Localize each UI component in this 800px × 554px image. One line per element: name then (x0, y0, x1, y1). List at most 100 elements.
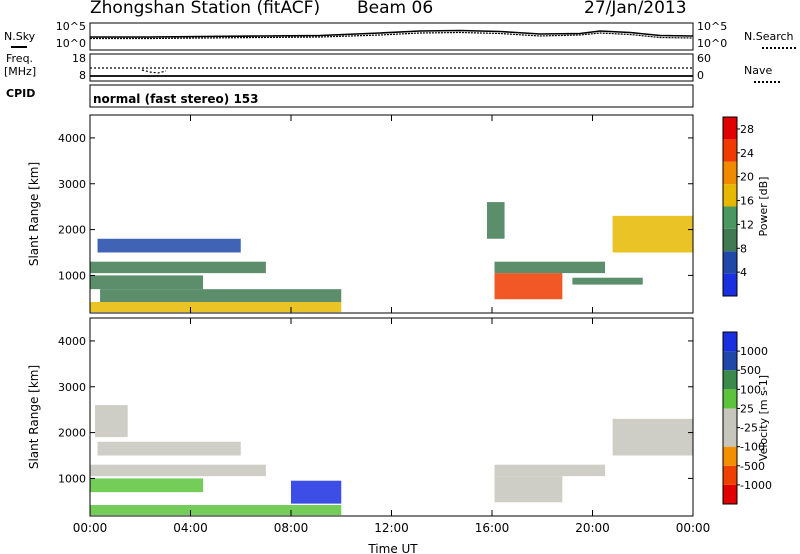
velocity-colorbar-label: -25 (740, 422, 758, 435)
velocity-panel: 1000 2000 3000 4000 Slant Range [km] 00:00 04:… (27, 317, 772, 535)
nave-legend-line (754, 81, 780, 83)
power-colorbar-title: Power [dB] (757, 177, 770, 237)
power-ytick-label: 1000 (58, 269, 86, 282)
power-echo-region (90, 302, 342, 313)
velocity-colorbar-label: -1000 (740, 479, 772, 492)
velocity-echo-region (90, 478, 204, 493)
power-panel: 1000 2000 3000 4000 Slant Range [km] 4 8 12 16 20… (27, 114, 770, 314)
nsky-legend-line (11, 46, 27, 48)
cpid-text: normal (fast stereo) 153 (93, 92, 259, 106)
velocity-echo-region (90, 505, 342, 516)
nave-dip (141, 69, 167, 74)
velocity-echo-region (90, 464, 266, 477)
velocity-colorbar-segment (723, 351, 737, 371)
noise-left-tick: 10^0 (56, 37, 86, 50)
velocity-ytick-label: 2000 (58, 427, 86, 440)
velocity-ytick-label: 1000 (58, 472, 86, 485)
nave-right-tick: 60 (697, 52, 711, 65)
nave-right-tick: 0 (697, 69, 704, 82)
beam-label: Beam 06 (357, 0, 434, 18)
velocity-ytick-label: 3000 (58, 381, 86, 394)
power-colorbar-segment (723, 117, 737, 140)
power-colorbar-label: 12 (740, 218, 754, 231)
power-colorbar-label: 28 (740, 123, 754, 136)
power-ylabel: Slant Range [km] (27, 162, 41, 266)
freq-panel: 18 8 60 0 (72, 52, 711, 82)
power-colorbar-segment (723, 273, 737, 296)
power-ytick-label: 2000 (58, 224, 86, 237)
freq-label: Freq. (6, 52, 34, 65)
velocity-colorbar-segment (723, 484, 737, 504)
power-echo-region (572, 277, 643, 285)
freq-unit-label: [MHz] (4, 65, 37, 78)
power-colorbar-segment (723, 251, 737, 274)
power-echo-region (494, 261, 606, 274)
noise-right-tick: 10^5 (697, 20, 727, 33)
station-title: Zhongshan Station (fitACF) (90, 0, 321, 18)
power-echo-region (494, 273, 563, 300)
date-label: 27/Jan/2013 (584, 0, 687, 18)
power-ytick-label: 4000 (58, 132, 86, 145)
velocity-colorbar-label: -100 (740, 441, 765, 454)
power-echo-region (90, 275, 204, 290)
velocity-colorbar-label: 100 (740, 383, 761, 396)
nave-label: Nave (744, 64, 773, 77)
freq-left-tick: 18 (72, 52, 86, 65)
freq-left-tick: 8 (79, 69, 86, 82)
velocity-colorbar-segment (723, 332, 737, 352)
x-axis-title: Time UT (367, 542, 418, 554)
velocity-colorbar-frame (722, 331, 738, 505)
power-colorbar-segment (723, 139, 737, 162)
velocity-colorbar-segment (723, 446, 737, 466)
nsky-series-line (90, 29, 694, 38)
nsearch-label: N.Search (744, 30, 794, 43)
velocity-xtick-label: 00:00 (73, 521, 108, 535)
noise-panel: 10^5 10^0 10^5 10^0 (56, 20, 727, 51)
power-colorbar-segment (723, 161, 737, 185)
velocity-colorbar-segment (723, 427, 737, 447)
power-colorbar-label: 20 (740, 171, 754, 184)
power-colorbar-segment (723, 184, 737, 207)
velocity-colorbar-label: 500 (740, 364, 761, 377)
power-colorbar-segment (723, 206, 737, 229)
power-echo-region (100, 289, 342, 302)
velocity-colorbar-label: 25 (740, 402, 754, 415)
power-echo-region (97, 238, 241, 253)
velocity-colorbar-label: 1000 (740, 345, 768, 358)
velocity-colorbar-label: -500 (740, 460, 765, 473)
velocity-xtick-label: 20:00 (575, 521, 610, 535)
velocity-xtick-label: 08:00 (274, 521, 309, 535)
velocity-colorbar-segment (723, 465, 737, 485)
velocity-colorbar-segment (723, 389, 737, 409)
noise-right-tick: 10^0 (697, 37, 727, 50)
nsearch-series-line (90, 31, 694, 40)
power-colorbar-label: 8 (740, 242, 747, 255)
power-colorbar-label: 4 (740, 266, 747, 279)
velocity-xtick-label: 00:00 (676, 521, 711, 535)
velocity-colorbar-segment (723, 370, 737, 390)
velocity-colorbar-title: Velocity [m s-1] (757, 375, 770, 461)
velocity-echo-region (291, 480, 342, 504)
velocity-ytick-label: 4000 (58, 335, 86, 348)
power-echo-region (486, 202, 505, 239)
velocity-xtick-label: 04:00 (173, 521, 208, 535)
power-colorbar-label: 16 (740, 195, 754, 208)
velocity-echo-region (97, 441, 241, 456)
power-colorbar-frame (722, 116, 738, 297)
velocity-colorbar-segment (723, 408, 737, 428)
power-ytick-label: 3000 (58, 178, 86, 191)
velocity-ylabel: Slant Range [km] (27, 365, 41, 469)
noise-left-tick: 10^5 (56, 20, 86, 33)
cpid-panel: normal (fast stereo) 153 (89, 84, 694, 108)
velocity-echo-region (95, 405, 128, 438)
velocity-echo-region (612, 418, 693, 456)
power-colorbar-segment (723, 228, 737, 252)
velocity-echo-region (494, 476, 563, 503)
nsky-label: N.Sky (4, 30, 36, 43)
power-colorbar-label: 24 (740, 147, 754, 160)
nsearch-legend-line (762, 47, 796, 49)
velocity-xtick-label: 16:00 (475, 521, 510, 535)
power-echo-region (90, 261, 266, 274)
velocity-echo-region (494, 464, 606, 477)
